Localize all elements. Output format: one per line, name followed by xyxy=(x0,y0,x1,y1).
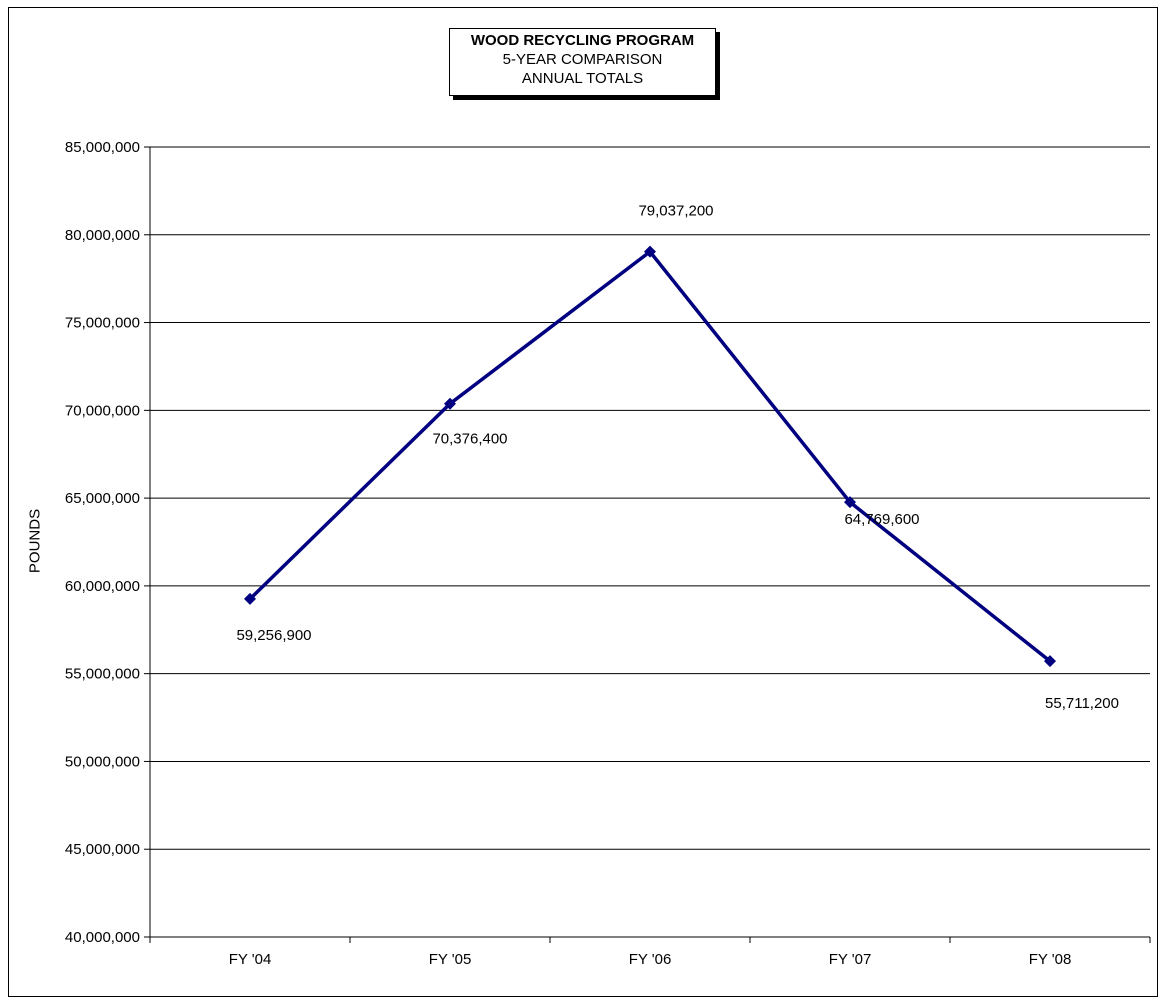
chart-subtitle-line-1: 5-YEAR COMPARISON xyxy=(502,51,663,68)
data-point-marker xyxy=(1044,655,1056,668)
x-tick-label: FY '08 xyxy=(1029,951,1072,968)
y-tick-label: 85,000,000 xyxy=(65,139,140,156)
data-label: 59,256,900 xyxy=(236,627,311,644)
data-point-marker xyxy=(644,245,656,258)
chart-subtitle-line-2: ANNUAL TOTALS xyxy=(521,70,644,87)
x-tick-label: FY '06 xyxy=(629,951,672,968)
y-tick-label: 65,000,000 xyxy=(65,490,140,507)
x-tick-label: FY '05 xyxy=(429,951,472,968)
chart-title: WOOD RECYCLING PROGRAM xyxy=(470,32,695,49)
y-tick-label: 70,000,000 xyxy=(65,402,140,419)
data-label: 55,711,200 xyxy=(1045,695,1119,712)
x-tick-label: FY '07 xyxy=(829,951,872,968)
y-tick-label: 50,000,000 xyxy=(65,753,140,770)
y-tick-label: 60,000,000 xyxy=(65,578,140,595)
series-line xyxy=(248,249,1052,663)
data-point-marker xyxy=(444,397,456,410)
y-tick-label: 75,000,000 xyxy=(65,315,140,332)
chart-frame xyxy=(8,7,1158,997)
data-label: 64,769,600 xyxy=(844,511,919,528)
x-tick-label: FY '04 xyxy=(229,951,272,968)
data-label: 79,037,200 xyxy=(638,203,713,220)
y-tick-label: 80,000,000 xyxy=(65,227,140,244)
y-tick-label: 40,000,000 xyxy=(65,929,140,946)
data-point-marker xyxy=(844,496,856,509)
y-tick-label: 45,000,000 xyxy=(65,841,140,858)
y-tick-label: 55,000,000 xyxy=(65,666,140,683)
chart-title-box: WOOD RECYCLING PROGRAM 5-YEAR COMPARISON… xyxy=(449,28,716,96)
data-label: 70,376,400 xyxy=(432,431,507,448)
data-point-marker xyxy=(244,592,256,605)
